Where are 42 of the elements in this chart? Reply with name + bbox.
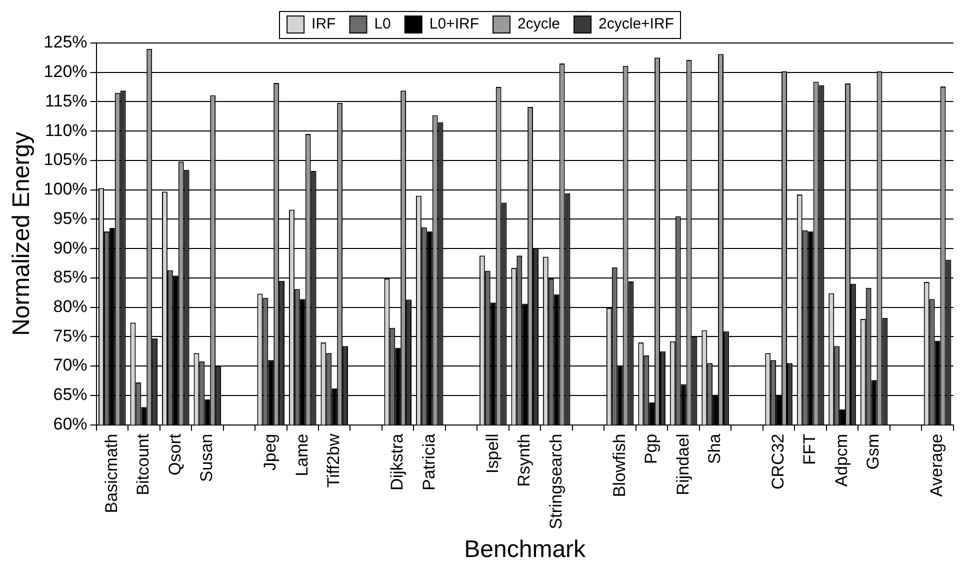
legend-label: L0 (374, 16, 391, 33)
y-tick-label: 120% (44, 62, 88, 82)
y-tick-label: 70% (53, 356, 88, 375)
y-tick-label: 115% (45, 91, 88, 110)
legend-label: 2cycle+IRF (598, 16, 674, 33)
y-tick-label: 105% (44, 150, 88, 170)
x-tick-label: Sha (704, 433, 724, 464)
x-tick-label: Rsynth (514, 434, 534, 487)
x-axis-title: Benchmark (464, 536, 587, 564)
x-tick-label: FFT (800, 434, 820, 465)
x-tick-label: Lame (292, 434, 312, 476)
y-tick-label: 80% (53, 296, 88, 316)
x-tick-label: Basicmath (102, 434, 121, 514)
x-tick-label: Susan (197, 434, 216, 482)
x-tick-label: Dijkstra (388, 433, 407, 490)
y-tick-label: 90% (53, 238, 88, 258)
legend-label: L0+IRF (429, 16, 479, 33)
x-tick-label: Rijndael (673, 434, 692, 496)
x-tick-label: Jpeg (260, 434, 280, 471)
x-tick-label: Qsort (165, 433, 184, 476)
y-axis-title: Normalized Energy (8, 132, 36, 336)
y-tick-label: 65% (53, 385, 88, 404)
y-tick-label: 110% (45, 120, 88, 140)
x-tick-label: Ispell (482, 434, 502, 474)
x-tick-label: Patricia (419, 433, 438, 490)
x-tick-label: CRC32 (768, 434, 788, 490)
x-tick-label: Average (927, 434, 946, 497)
x-tick-label: Gsm (864, 434, 883, 470)
y-tick-label: 75% (53, 326, 88, 346)
legend-label: IRF (312, 16, 336, 33)
y-tick-label: 125% (44, 32, 88, 52)
y-tick-label: 95% (53, 208, 88, 228)
x-tick-label: Tiff2bw (324, 433, 344, 488)
x-tick-label: Bitcount (134, 434, 153, 496)
legend-label: 2cycle (518, 16, 560, 33)
x-tick-label: Pgp (642, 434, 661, 464)
x-tick-label: Stringsearch (546, 434, 566, 530)
y-tick-label: 100% (44, 180, 88, 199)
x-tick-label: Blowfish (610, 434, 629, 498)
y-tick-label: 85% (53, 268, 88, 287)
x-tick-label: Adpcm (832, 434, 851, 487)
y-tick-label: 60% (53, 414, 88, 434)
